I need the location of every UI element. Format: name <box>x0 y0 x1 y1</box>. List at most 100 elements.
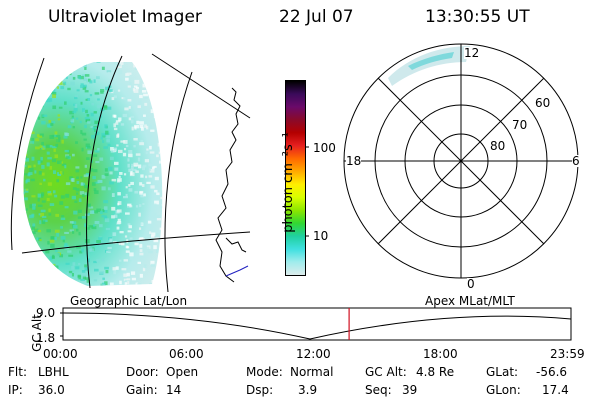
ip-value: 36.0 <box>38 383 65 397</box>
speckle-pixel <box>23 136 27 141</box>
speckle-pixel <box>64 164 67 169</box>
speckle-pixel <box>156 154 159 158</box>
speckle-pixel <box>53 288 56 291</box>
speckle-pixel <box>47 191 52 195</box>
speckle-pixel <box>148 125 152 129</box>
speckle-pixel <box>47 157 52 160</box>
speckle-pixel <box>34 89 39 93</box>
speckle-pixel <box>124 148 127 151</box>
speckle-pixel <box>164 144 168 146</box>
speckle-pixel <box>156 192 160 196</box>
speckle-pixel <box>128 225 132 229</box>
altitude-curve <box>62 312 572 340</box>
speckle-pixel <box>101 132 106 137</box>
speckle-pixel <box>164 177 167 180</box>
speckle-pixel <box>51 89 56 94</box>
speckle-pixel <box>96 62 101 63</box>
speckle-pixel <box>40 286 44 289</box>
speckle-pixel <box>142 203 145 206</box>
speckle-pixel <box>97 179 103 184</box>
speckle-pixel <box>84 267 89 271</box>
speckle-pixel <box>57 253 60 256</box>
speckle-pixel <box>89 168 94 172</box>
speckle-pixel <box>49 98 53 102</box>
speckle-pixel <box>45 250 50 254</box>
speckle-pixel <box>126 272 130 277</box>
speckle-pixel <box>135 170 139 174</box>
speckle-pixel <box>31 231 36 235</box>
polar-diag-2 <box>377 77 545 245</box>
speckle-pixel <box>41 194 44 198</box>
speckle-pixel <box>161 281 163 285</box>
speckle-pixel <box>74 96 78 100</box>
speckle-pixel <box>87 258 90 263</box>
speckle-pixel <box>147 250 153 254</box>
speckle-pixel <box>89 94 93 97</box>
speckle-pixel <box>155 107 158 111</box>
speckle-pixel <box>36 237 39 241</box>
speckle-pixel <box>156 215 161 219</box>
speckle-pixel <box>152 99 156 104</box>
speckle-pixel <box>47 70 50 73</box>
speckle-pixel <box>107 106 112 110</box>
speckle-pixel <box>104 124 108 129</box>
speckle-pixel <box>131 163 134 167</box>
speckle-pixel <box>23 97 27 101</box>
speckle-pixel <box>23 156 27 160</box>
speckle-pixel <box>91 182 96 186</box>
speckle-pixel <box>105 270 109 274</box>
speckle-pixel <box>75 188 80 192</box>
speckle-pixel <box>133 145 136 148</box>
speckle-pixel <box>87 146 91 149</box>
speckle-pixel <box>39 220 42 225</box>
speckle-pixel <box>117 221 122 224</box>
speckle-pixel <box>122 113 128 118</box>
speckle-pixel <box>61 171 64 175</box>
speckle-pixel <box>80 130 83 135</box>
speckle-pixel <box>57 174 62 177</box>
speckle-pixel <box>128 117 132 121</box>
speckle-pixel <box>30 121 35 124</box>
speckle-pixel <box>83 138 87 141</box>
speckle-pixel <box>46 74 49 78</box>
speckle-pixel <box>67 72 72 76</box>
speckle-pixel <box>63 81 67 86</box>
speckle-pixel <box>168 184 172 187</box>
speckle-pixel <box>123 259 128 262</box>
speckle-pixel <box>99 157 104 161</box>
speckle-pixel <box>37 229 42 233</box>
speckle-pixel <box>101 66 105 70</box>
speckle-pixel <box>139 191 143 195</box>
xtick-0000: 00:00 <box>43 347 78 361</box>
speckle-pixel <box>56 179 60 183</box>
speckle-pixel <box>41 220 46 225</box>
speckle-pixel <box>50 90 54 95</box>
speckle-pixel <box>72 284 76 286</box>
speckle-pixel <box>84 213 90 216</box>
speckle-pixel <box>99 115 102 118</box>
speckle-pixel <box>142 83 147 88</box>
speckle-pixel <box>91 103 94 106</box>
speckle-pixel <box>31 137 35 142</box>
speckle-pixel <box>114 214 118 218</box>
speckle-pixel <box>120 78 123 81</box>
speckle-pixel <box>128 184 131 187</box>
speckle-pixel <box>85 244 91 248</box>
speckle-pixel <box>119 83 122 87</box>
speckle-pixel <box>117 290 121 293</box>
speckle-pixel <box>54 265 59 270</box>
speckle-pixel <box>31 255 35 260</box>
speckle-pixel <box>41 164 45 169</box>
speckle-pixel <box>39 90 44 94</box>
speckle-pixel <box>89 80 93 84</box>
speckle-pixel <box>48 145 53 148</box>
speckle-pixel <box>44 85 50 89</box>
speckle-pixel <box>144 124 147 128</box>
speckle-pixel <box>37 135 43 138</box>
speckle-pixel <box>142 90 147 93</box>
speckle-pixel <box>128 168 133 173</box>
speckle-pixel <box>102 209 105 213</box>
speckle-pixel <box>80 284 83 286</box>
speckle-pixel <box>75 169 80 173</box>
speckle-pixel <box>101 258 105 262</box>
